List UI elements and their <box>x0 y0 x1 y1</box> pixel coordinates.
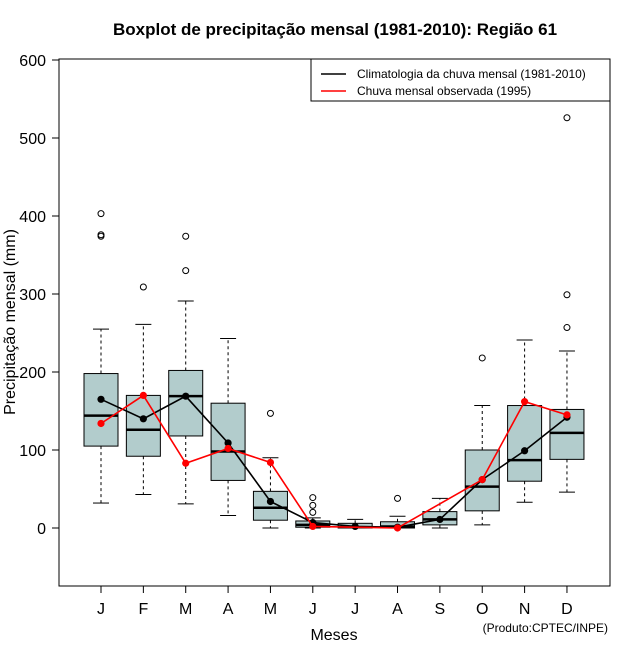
y-tick-label: 500 <box>19 131 46 148</box>
outlier-point <box>97 231 105 239</box>
box-iqr <box>83 373 119 447</box>
x-tick-label: N <box>519 601 531 618</box>
outlier-point <box>266 409 274 417</box>
y-tick-label: 100 <box>19 443 46 460</box>
series-point <box>563 411 571 419</box>
series-point <box>182 459 190 467</box>
series-point <box>266 458 275 467</box>
series-point <box>182 392 190 400</box>
x-tick-label: O <box>476 601 488 618</box>
series-point <box>521 398 529 406</box>
chart-title: Boxplot de precipitação mensal (1981-201… <box>113 20 557 39</box>
box-iqr <box>125 394 161 457</box>
box-1 <box>125 283 161 495</box>
box-7 <box>380 494 416 529</box>
y-tick-label: 400 <box>19 209 46 226</box>
plot-frame <box>58 58 611 587</box>
box-0 <box>83 210 119 504</box>
box-2 <box>168 232 204 505</box>
x-tick-label: M <box>264 601 277 618</box>
series-point <box>224 439 232 447</box>
y-axis-label: Precipitação mensal (mm) <box>2 229 19 415</box>
outlier-point <box>182 267 190 275</box>
series-point <box>436 515 444 524</box>
x-tick-label: A <box>392 601 403 618</box>
series-point <box>97 395 105 403</box>
x-tick-label: J <box>351 601 359 618</box>
box-11 <box>549 114 585 493</box>
x-tick-label: S <box>435 601 446 618</box>
outlier-point <box>478 354 486 362</box>
credit-text: (Produto:CPTEC/INPE) <box>483 621 608 635</box>
series-point <box>139 391 147 399</box>
box-4 <box>252 409 288 529</box>
outlier-point <box>563 114 571 122</box>
series-line <box>100 394 568 529</box>
series-point <box>224 444 232 453</box>
y-tick-label: 200 <box>19 365 46 382</box>
series-observed <box>97 391 571 532</box>
outlier-point <box>309 508 317 516</box>
legend-label-observed: Chuva mensal observada (1995) <box>357 84 531 98</box>
x-tick-label: J <box>97 601 105 618</box>
y-axis: 0 100 200 300 400 500 600 <box>19 53 60 538</box>
y-tick-label: 0 <box>37 521 46 538</box>
y-tick-label: 300 <box>19 287 46 304</box>
series-point <box>97 419 105 428</box>
series-line <box>100 395 568 529</box>
outlier-point <box>139 283 147 291</box>
series-point <box>309 522 317 531</box>
series-lines-group <box>97 391 571 532</box>
series-point <box>266 497 275 506</box>
box-iqr <box>252 490 288 521</box>
legend-label-climatology: Climatologia da chuva mensal (1981-2010) <box>357 67 586 81</box>
x-tick-label: F <box>138 601 148 618</box>
y-tick-label: 600 <box>19 53 46 70</box>
outlier-point <box>182 232 190 240</box>
box-3 <box>210 337 246 517</box>
box-10 <box>507 339 543 503</box>
legend-box <box>310 58 611 102</box>
outlier-point <box>563 324 571 332</box>
x-tick-label: D <box>561 601 573 618</box>
box-9 <box>464 354 500 526</box>
series-point <box>139 415 147 423</box>
outlier-point <box>97 210 105 218</box>
series-point <box>521 447 529 455</box>
outlier-point <box>563 291 571 299</box>
x-tick-label: A <box>223 601 234 618</box>
x-tick-label: J <box>309 601 317 618</box>
boxes-group <box>83 114 585 529</box>
x-tick-label: M <box>179 601 192 618</box>
x-axis-label: Meses <box>310 627 357 644</box>
outlier-point <box>394 494 402 502</box>
box-8 <box>422 497 458 529</box>
box-iqr <box>507 405 543 482</box>
legend: Climatologia da chuva mensal (1981-2010)… <box>310 58 611 102</box>
series-point <box>478 476 486 484</box>
box-iqr <box>168 369 204 437</box>
outlier-point <box>309 494 317 502</box>
outlier-point <box>309 501 317 509</box>
series-point <box>393 524 402 532</box>
